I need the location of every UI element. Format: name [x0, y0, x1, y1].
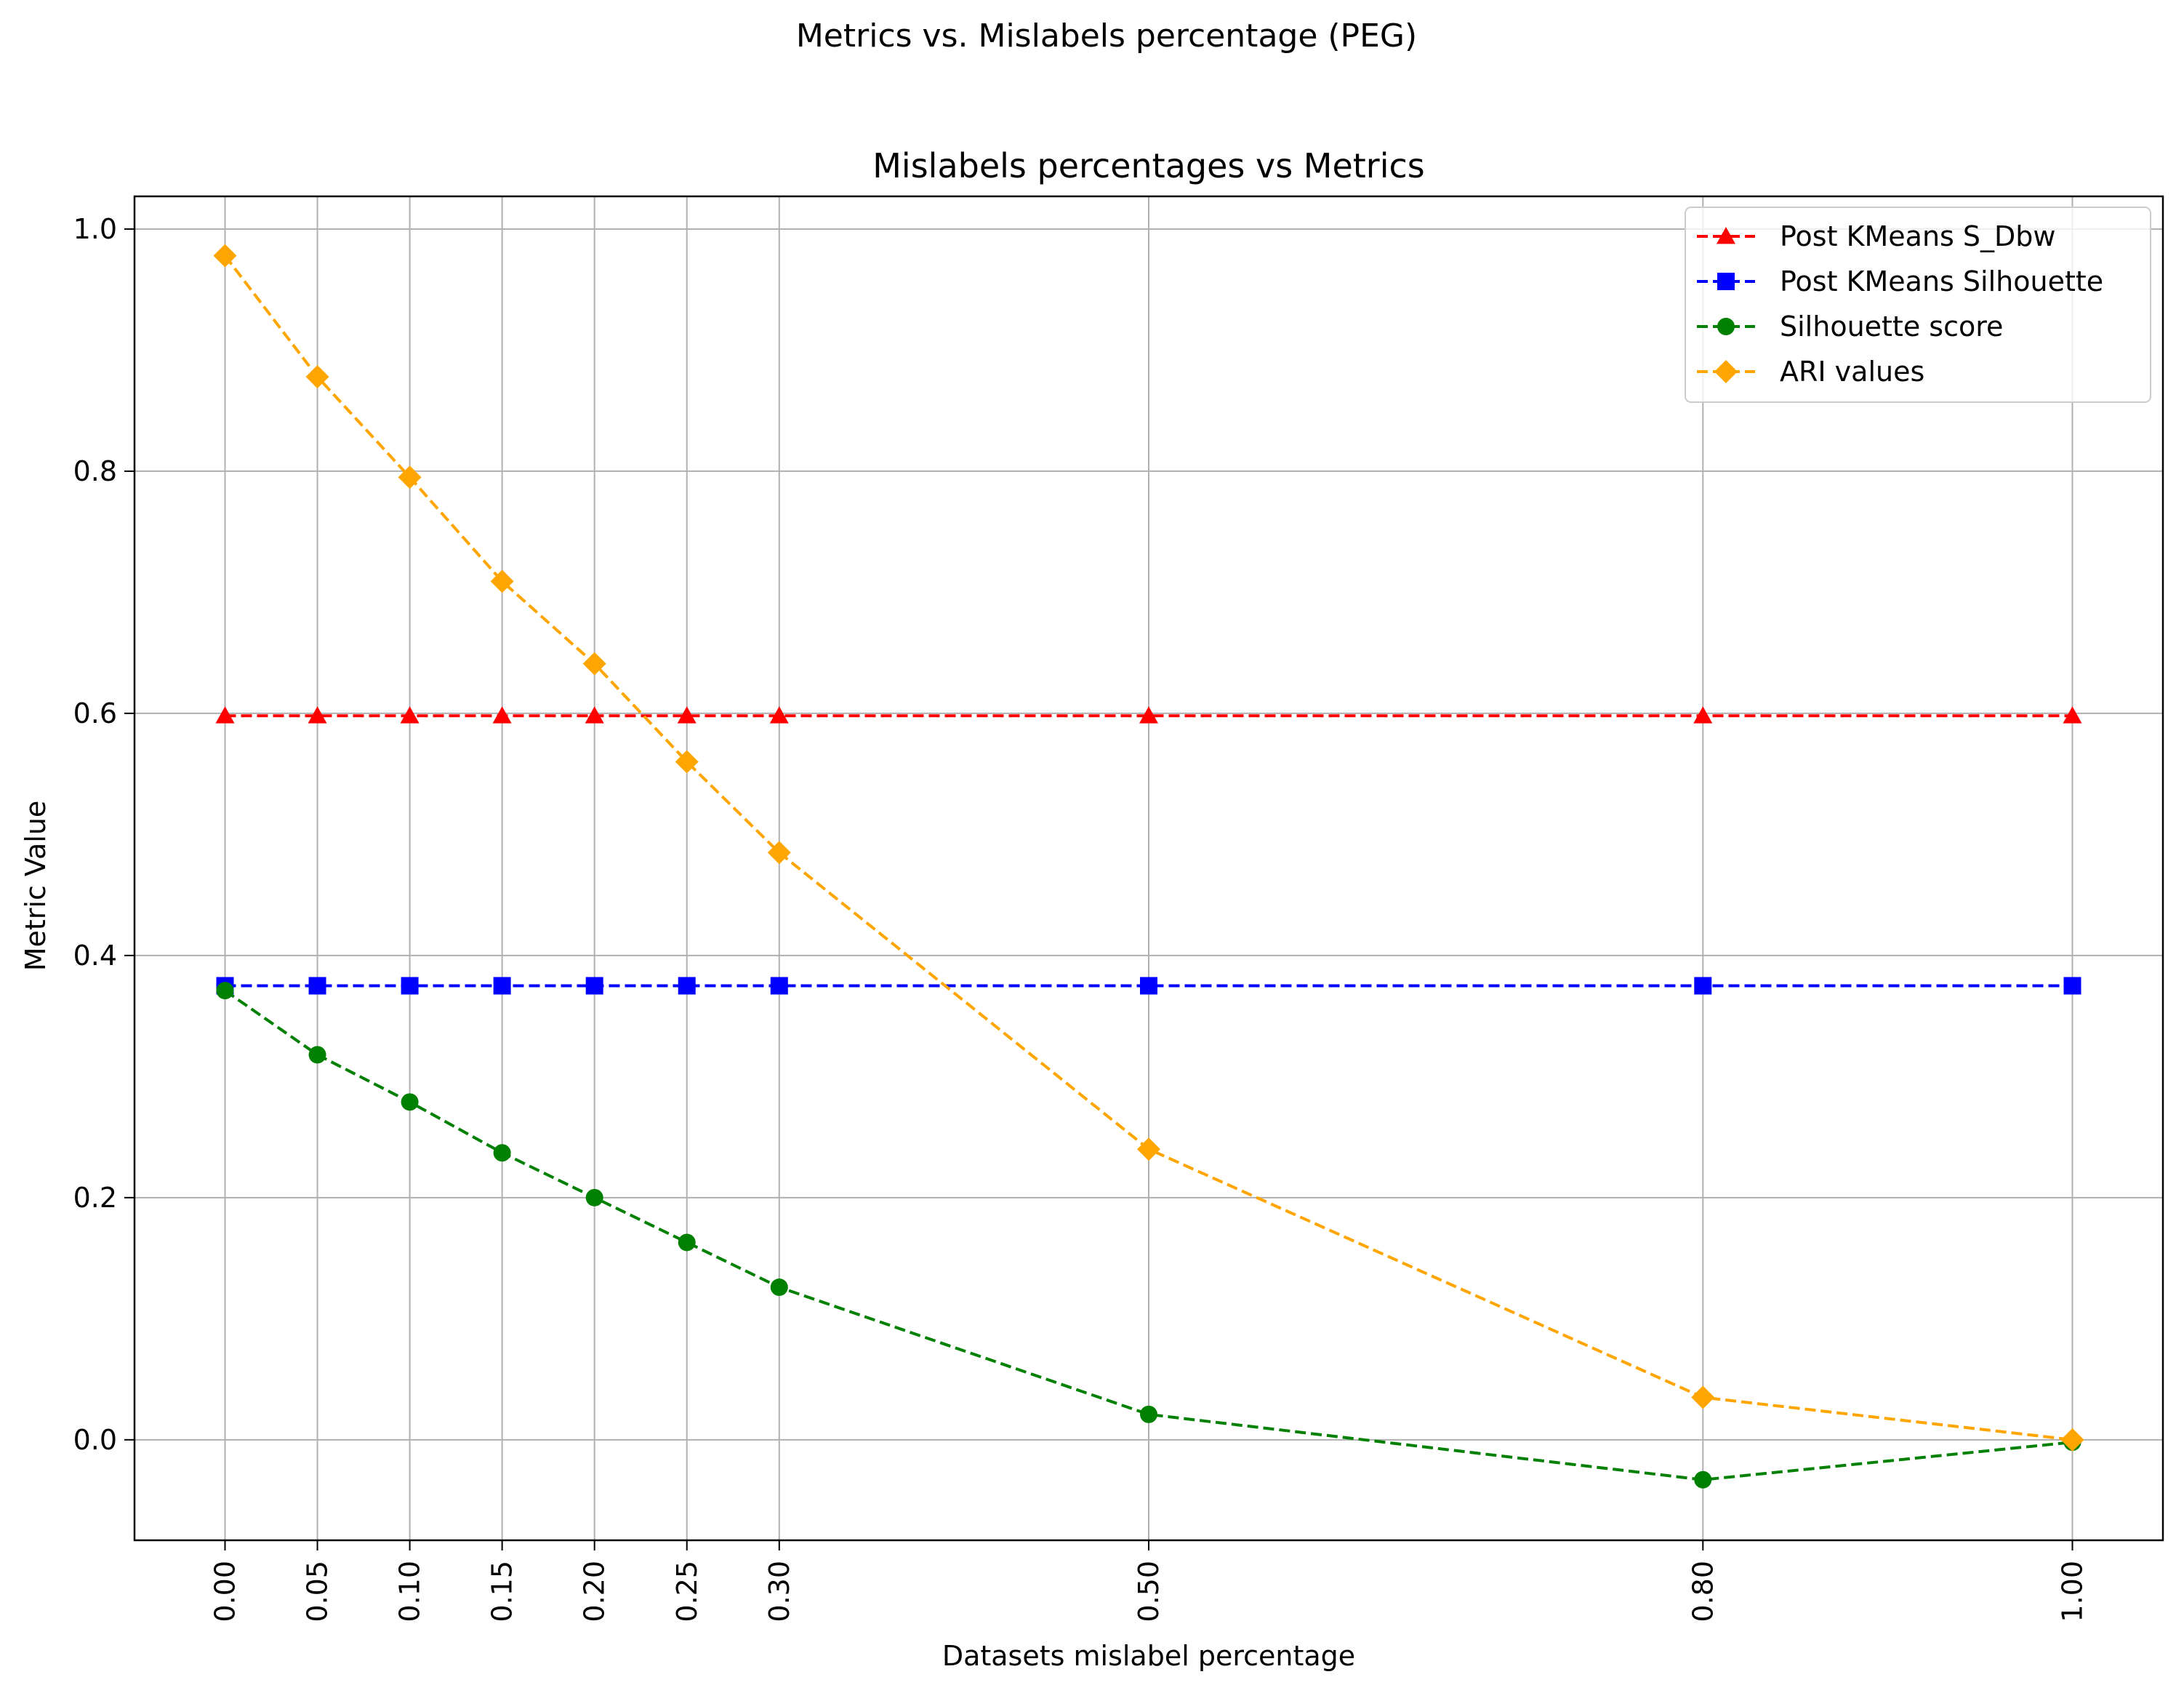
data-point [308, 1046, 326, 1064]
x-tick-label: 0.15 [486, 1561, 518, 1622]
chart-title: Mislabels percentages vs Metrics [872, 146, 1425, 185]
series-post-kmeans-silhouette [216, 977, 2081, 995]
x-tick-label: 1.00 [2056, 1561, 2088, 1622]
data-point [215, 706, 235, 724]
legend-label: Post KMeans S_Dbw [1780, 220, 2056, 252]
axis-ticks: 0.00 0.05 0.10 0.15 0.20 0.25 0.30 0.50 0.80 1.00… [73, 213, 2089, 1622]
data-point [585, 1188, 603, 1206]
legend-item-ari-values: ARI values [1697, 356, 1924, 388]
y-tick-label: 0.6 [73, 697, 117, 729]
y-tick-label: 0.8 [73, 455, 117, 487]
data-point [1694, 977, 1712, 995]
y-tick-label: 0.2 [73, 1182, 117, 1214]
legend-marker [1717, 273, 1735, 290]
x-tick-label: 0.05 [302, 1561, 334, 1622]
data-point [770, 977, 788, 995]
data-point [308, 977, 326, 995]
legend-label: ARI values [1780, 356, 1924, 388]
legend-item-post-kmeans-s-dbw: Post KMeans S_Dbw [1697, 220, 2056, 252]
data-point [2063, 977, 2081, 995]
data-point [678, 1233, 696, 1252]
data-point [400, 706, 419, 724]
data-point [675, 750, 699, 774]
data-point [401, 977, 419, 995]
data-point [1139, 706, 1158, 724]
data-point [1693, 706, 1713, 724]
x-tick-label: 0.80 [1687, 1561, 1719, 1622]
data-point [1137, 1137, 1160, 1161]
x-tick-label: 0.10 [394, 1561, 426, 1622]
x-tick-label: 0.30 [763, 1561, 795, 1622]
legend-marker [1714, 360, 1738, 383]
legend-item-silhouette-score: Silhouette score [1697, 311, 2003, 343]
legend-label: Silhouette score [1780, 311, 2003, 343]
data-point [1691, 1385, 1715, 1409]
data-point [308, 706, 327, 724]
figure-suptitle: Metrics vs. Mislabels percentage (PEG) [796, 17, 1417, 55]
data-point [2063, 706, 2082, 724]
data-point [677, 706, 696, 724]
data-point [493, 1144, 511, 1162]
x-tick-label: 0.50 [1133, 1561, 1165, 1622]
y-tick-label: 0.4 [73, 940, 117, 972]
data-point [490, 569, 514, 593]
data-point [398, 465, 422, 489]
data-point [492, 706, 512, 724]
x-axis-label: Datasets mislabel percentage [942, 1640, 1355, 1672]
series-post-kmeans-s-dbw [215, 706, 2082, 724]
data-point [585, 977, 603, 995]
y-axis-label: Metric Value [20, 801, 52, 972]
data-point [582, 652, 606, 676]
x-tick-label: 0.20 [579, 1561, 611, 1622]
data-point [767, 841, 791, 865]
data-point [769, 706, 789, 724]
data-point [493, 977, 511, 995]
data-point [213, 244, 237, 268]
legend-marker [1717, 227, 1735, 244]
data-point [401, 1093, 419, 1111]
data-point [585, 706, 604, 724]
legend-label: Post KMeans Silhouette [1780, 265, 2103, 297]
data-point [1694, 1470, 1712, 1489]
data-point [1140, 1405, 1157, 1423]
data-point [1140, 977, 1157, 995]
series-ari-values [213, 244, 2084, 1452]
data-point [216, 982, 234, 1000]
data-point [770, 1278, 788, 1297]
y-tick-label: 0.0 [73, 1424, 117, 1456]
series-layer [213, 244, 2084, 1489]
legend-frame [1685, 207, 2151, 403]
legend-marker [1717, 318, 1735, 335]
data-point [305, 365, 329, 389]
legend-item-post-kmeans-silhouette: Post KMeans Silhouette [1697, 265, 2103, 297]
series-line [224, 989, 2073, 1481]
data-point [2060, 1428, 2084, 1452]
y-tick-label: 1.0 [73, 213, 117, 245]
x-tick-label: 0.25 [671, 1561, 703, 1622]
data-point [678, 977, 696, 995]
x-tick-label: 0.00 [209, 1561, 241, 1622]
series-line [223, 255, 2073, 1441]
legend: Post KMeans S_Dbw Post KMeans Silhouette S… [1685, 207, 2151, 403]
